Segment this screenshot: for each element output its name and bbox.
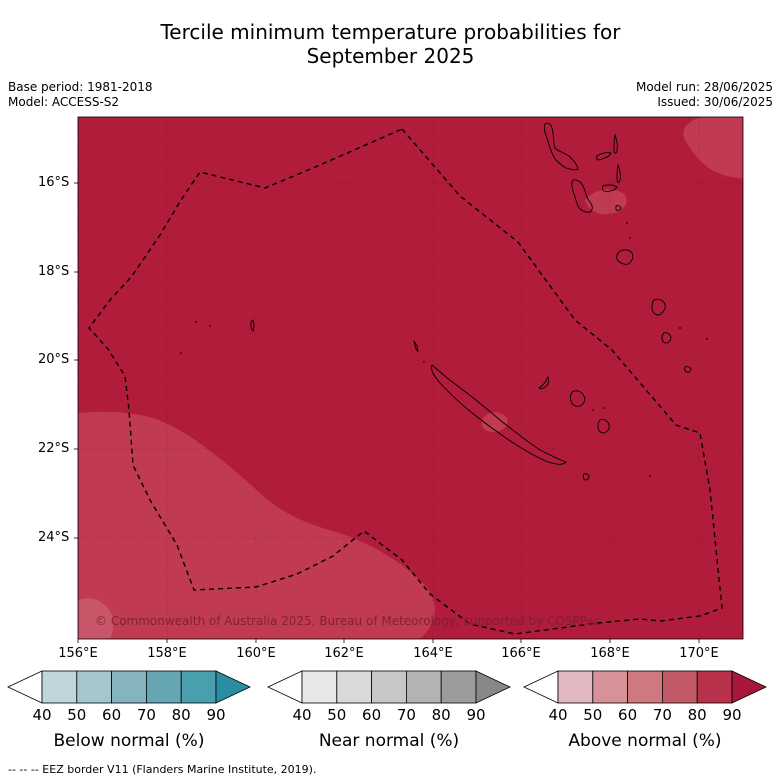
lat-label-18s: 18°S xyxy=(38,264,70,279)
above-colorbar-tick-label: 90 xyxy=(722,706,742,724)
vanuatu-erromango-coast xyxy=(651,298,666,316)
vanuatu-epi-coast xyxy=(615,205,622,211)
new-caledonia-coast xyxy=(431,364,567,465)
lon-label-156e: 156°E xyxy=(58,646,98,661)
eez-border xyxy=(88,128,723,635)
islet-dot xyxy=(706,338,708,340)
above-colorbar-tick-label: 50 xyxy=(583,706,603,724)
metadata-right: Model run: 28/06/2025 Issued: 30/06/2025 xyxy=(636,80,773,110)
vanuatu-efate-coast xyxy=(616,249,634,265)
small-islets xyxy=(180,222,708,477)
near-colorbar-tick-label: 40 xyxy=(292,706,312,724)
map-frame xyxy=(77,116,744,640)
probability-field xyxy=(78,117,743,639)
vanuatu-espiritu-santo-coast xyxy=(543,122,579,171)
axis-ticks xyxy=(74,182,700,643)
copyright-notice: © Commonwealth of Australia 2025, Bureau… xyxy=(95,614,601,628)
map-title: Tercile minimum temperature probabilitie… xyxy=(0,20,781,68)
lat-label-22s: 22°S xyxy=(38,441,70,456)
loyalty-islands-lifou-coast xyxy=(569,390,586,407)
below-colorbar-tick-label: 40 xyxy=(32,706,52,724)
islet-dot xyxy=(679,327,681,329)
islet-dot xyxy=(180,352,182,354)
near-colorbar-tick-label: 60 xyxy=(362,706,382,724)
vanuatu-pentecost-coast xyxy=(616,163,621,183)
above-colorbar-tick-label: 60 xyxy=(618,706,638,724)
near-colorbar-tick-label: 50 xyxy=(327,706,347,724)
islet-dot xyxy=(649,475,651,477)
vanuatu-ambrym-coast xyxy=(601,184,618,192)
below-colorbar-tick-label: 60 xyxy=(102,706,122,724)
lon-label-158e: 158°E xyxy=(147,646,187,661)
metadata-left: Base period: 1981-2018 Model: ACCESS-S2 xyxy=(8,80,153,110)
islet-dot xyxy=(592,409,594,411)
near-colorbar-tick-label: 90 xyxy=(466,706,486,724)
lat-label-24s: 24°S xyxy=(38,530,70,545)
vanuatu-tanna-coast xyxy=(661,332,672,344)
islet-dot xyxy=(209,325,211,327)
below-colorbar-tick-label: 80 xyxy=(171,706,191,724)
near-colorbar-tick-label: 80 xyxy=(431,706,451,724)
loyalty-islands-ouvea-coast xyxy=(538,375,550,390)
vanuatu-malekula-coast xyxy=(571,179,593,213)
eez-footnote: -- -- -- EEZ border V11 (Flanders Marine… xyxy=(8,763,317,776)
above-colorbar-tick-label: 70 xyxy=(652,706,672,724)
above-normal-70-80-area-southwest-inner xyxy=(78,598,114,639)
loyalty-islands-mare-coast xyxy=(597,418,610,434)
near-colorbar-tick-label: 70 xyxy=(396,706,416,724)
lon-label-168e: 168°E xyxy=(590,646,630,661)
islet-dot xyxy=(423,361,425,363)
above-colorbar-tick-label: 80 xyxy=(687,706,707,724)
islet-dot xyxy=(629,237,631,239)
model-name: Model: ACCESS-S2 xyxy=(8,95,120,109)
below-colorbar-label: Below normal (%) xyxy=(53,731,205,751)
belep-islets-coast xyxy=(413,340,419,353)
chesterfield-islands-coast xyxy=(250,319,255,333)
title-line-2: September 2025 xyxy=(306,44,475,68)
lon-label-160e: 160°E xyxy=(236,646,276,661)
above-colorbar-label: Above normal (%) xyxy=(568,731,722,751)
issued-date: Issued: 30/06/2025 xyxy=(657,95,773,109)
islet-dot xyxy=(195,321,197,323)
vanuatu-maewo-coast xyxy=(613,133,618,154)
model-run: Model run: 28/06/2025 xyxy=(635,80,773,94)
above-normal-70-80-area-new-caledonia xyxy=(481,412,508,432)
below-colorbar-tick-label: 70 xyxy=(136,706,156,724)
lon-label-162e: 162°E xyxy=(324,646,364,661)
vanuatu-ambae-coast xyxy=(595,152,612,161)
below-colorbar-tick-label: 50 xyxy=(67,706,87,724)
lat-label-20s: 20°S xyxy=(38,352,70,367)
islet-dot xyxy=(603,407,605,409)
coastlines xyxy=(250,122,692,481)
title-line-1: Tercile minimum temperature probabilitie… xyxy=(160,20,621,44)
lat-label-16s: 16°S xyxy=(38,175,70,190)
above-normal-70-80-area-northeast xyxy=(683,117,743,178)
isle-of-pines-coast xyxy=(582,473,590,481)
below-colorbar-tick-label: 90 xyxy=(206,706,226,724)
lon-label-164e: 164°E xyxy=(413,646,453,661)
lon-label-166e: 166°E xyxy=(501,646,541,661)
islet-dot xyxy=(626,222,628,224)
lon-label-170e: 170°E xyxy=(679,646,719,661)
base-period: Base period: 1981-2018 xyxy=(8,80,153,94)
vanuatu-aneityum-coast xyxy=(684,366,692,373)
near-colorbar-label: Near normal (%) xyxy=(318,731,460,751)
above-colorbar-tick-label: 40 xyxy=(548,706,568,724)
